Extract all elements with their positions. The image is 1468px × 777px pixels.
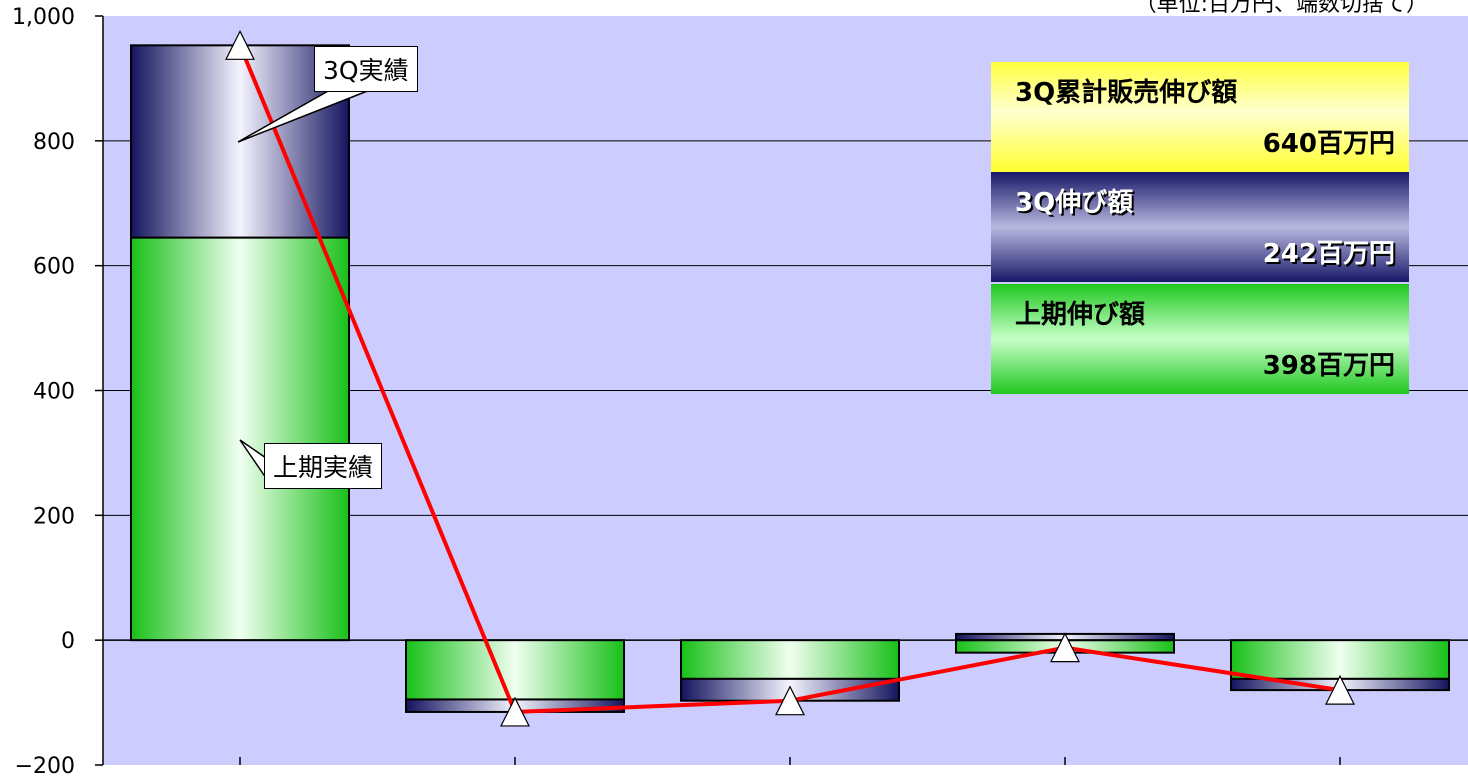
y-tick-label: 400 (33, 380, 75, 405)
y-tick-label: 0 (61, 629, 75, 654)
info-box-h1-title: 上期伸び額 (1015, 300, 1146, 330)
cumulative-line (225, 29, 1355, 727)
unit-note: （単位:百万円、端数切捨て） (1134, 0, 1428, 17)
line-marker-2 (500, 696, 530, 727)
y-tick-label: 1,000 (12, 5, 75, 30)
bar-h1-2 (405, 639, 625, 701)
info-box-total-title: 3Q累計販売伸び額 (1015, 78, 1238, 108)
bar-h1-3 (680, 639, 900, 680)
callout-3q: 3Q実績 (314, 46, 418, 92)
bar-h1-1 (130, 236, 350, 642)
callout-h1: 上期実績 (264, 443, 383, 489)
bar-h1-5 (1230, 639, 1450, 680)
y-tick-label: −200 (15, 754, 75, 777)
info-box-3q-value: 242百万円 (1262, 239, 1395, 269)
line-marker-5 (1325, 674, 1355, 705)
info-box-h1-value: 398百万円 (1262, 351, 1395, 381)
y-tick-label: 800 (33, 130, 75, 155)
axes: −200 0 200 400 600 800 1,000 (12, 5, 1468, 777)
info-box-3q-title: 3Q伸び額 (1015, 188, 1134, 218)
info-box-total-value: 640百万円 (1262, 129, 1395, 159)
line-marker-1 (225, 29, 255, 60)
y-tick-label: 600 (33, 255, 75, 280)
y-tick-label: 200 (33, 504, 75, 529)
line-marker-3 (775, 685, 805, 716)
info-box-total: 3Q累計販売伸び額 640百万円 (991, 62, 1409, 172)
line-marker-4 (1050, 632, 1080, 663)
info-box-h1: 上期伸び額 398百万円 (991, 284, 1409, 394)
info-box-3q: 3Q伸び額 242百万円 (991, 172, 1409, 282)
